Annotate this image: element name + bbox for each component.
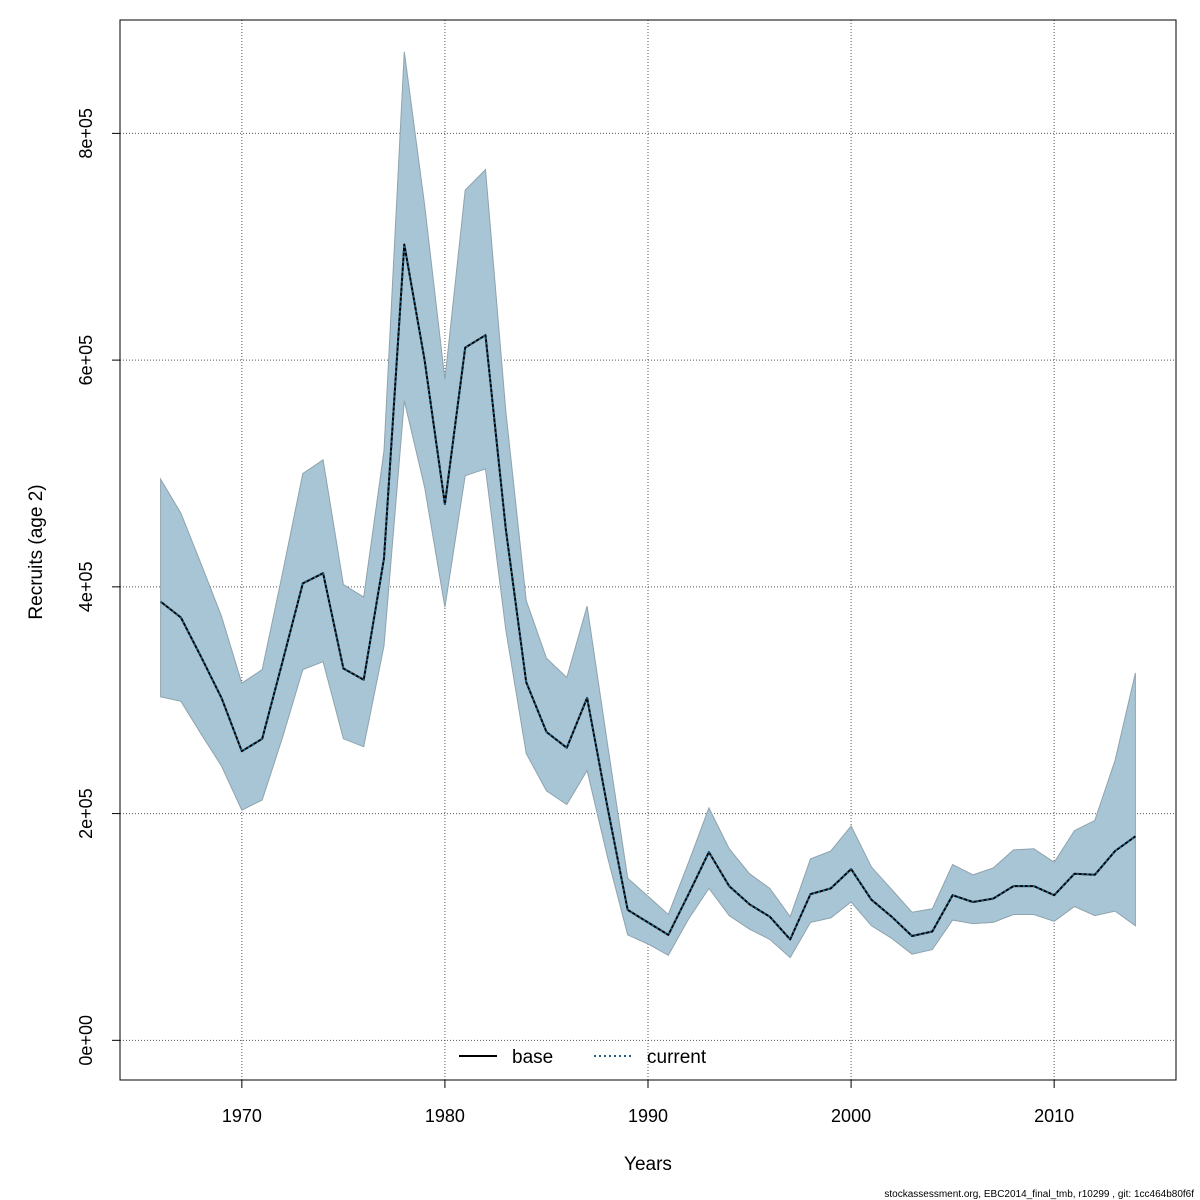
- y-tick-label-4e+05: 4e+05: [76, 562, 96, 613]
- y-tick-label-8e+05: 8e+05: [76, 108, 96, 159]
- y-tick-label-2e+05: 2e+05: [76, 788, 96, 839]
- confidence-band: [160, 51, 1136, 959]
- footnote: stockassessment.org, EBC2014_final_tmb, …: [884, 1189, 1194, 1200]
- series-line-current: [159, 243, 1136, 941]
- series-lines-layer: [159, 243, 1136, 941]
- x-tick-label-1970: 1970: [222, 1106, 262, 1126]
- confidence-band-layer: [160, 51, 1136, 959]
- y-tick-label-0e+00: 0e+00: [76, 1015, 96, 1066]
- gridlines: [120, 20, 1176, 1080]
- legend-label-current: current: [647, 1047, 707, 1068]
- axis-ticks-layer: 1970 1980 1990 2000 2010 0e+00 2e+05 4e+05 6e+05…: [76, 108, 1074, 1126]
- legend: base current: [459, 1047, 707, 1068]
- y-tick-label-6e+05: 6e+05: [76, 335, 96, 386]
- x-tick-label-2000: 2000: [831, 1106, 871, 1126]
- x-tick-label-1980: 1980: [425, 1106, 465, 1126]
- y-axis-title: Recruits (age 2): [26, 484, 47, 619]
- x-tick-label-1990: 1990: [628, 1106, 668, 1126]
- legend-label-base: base: [512, 1047, 553, 1068]
- x-axis-title: Years: [624, 1154, 672, 1175]
- x-tick-label-2010: 2010: [1034, 1106, 1074, 1126]
